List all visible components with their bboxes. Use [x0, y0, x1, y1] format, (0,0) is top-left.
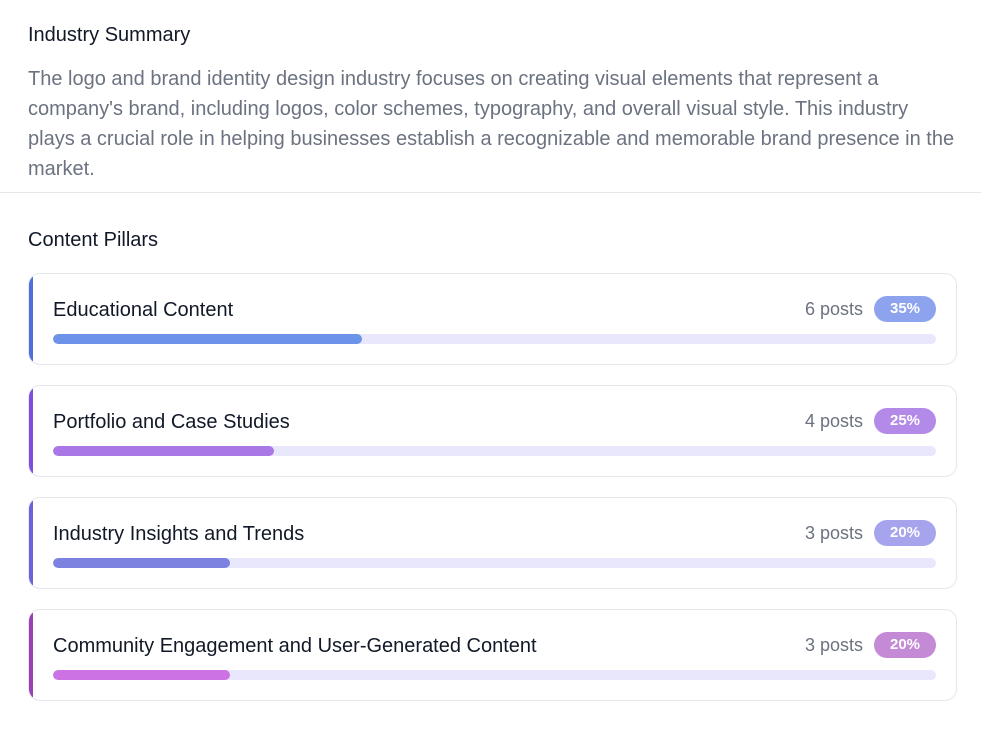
pillar-name: Portfolio and Case Studies [53, 411, 290, 433]
pillar-meta: 6 posts 35% [805, 296, 936, 322]
pillar-name: Educational Content [53, 299, 234, 321]
pillar-card-industry-insights-trends: Industry Insights and Trends 3 posts 20% [28, 497, 957, 589]
industry-summary-text: The logo and brand identity design indus… [28, 68, 955, 180]
pillar-meta: 3 posts 20% [805, 632, 936, 658]
pillar-name: Industry Insights and Trends [53, 523, 305, 545]
progress-fill [53, 334, 363, 344]
progress-track [53, 558, 936, 568]
percent-badge: 20% [874, 632, 936, 658]
content-pillars-section: Content Pillars Educational Content 6 po… [0, 193, 981, 701]
pillar-card-portfolio-case-studies: Portfolio and Case Studies 4 posts 25% [28, 385, 957, 477]
industry-summary-title: Industry Summary [28, 24, 191, 46]
industry-summary-section: Industry Summary The logo and brand iden… [0, 0, 981, 193]
pillar-meta: 4 posts 25% [805, 408, 936, 434]
progress-fill [53, 558, 230, 568]
post-count: 6 posts [804, 298, 863, 319]
progress-fill [53, 446, 274, 456]
pillar-card-community-engagement: Community Engagement and User-Generated … [28, 609, 957, 701]
post-count: 3 posts [804, 522, 863, 543]
pillar-accent-bar [29, 386, 33, 476]
pillar-accent-bar [29, 274, 33, 364]
percent-badge: 20% [874, 520, 936, 546]
pillar-accent-bar [29, 610, 33, 700]
pillar-card-educational-content: Educational Content 6 posts 35% [28, 273, 957, 365]
progress-track [53, 334, 936, 344]
pillar-name: Community Engagement and User-Generated … [53, 635, 537, 657]
post-count: 4 posts [804, 410, 863, 431]
pillar-list: Educational Content 6 posts 35% Portfoli… [28, 273, 957, 701]
post-count: 3 posts [804, 634, 863, 655]
progress-track [53, 670, 936, 680]
content-pillars-title: Content Pillars [28, 229, 159, 251]
percent-badge: 35% [874, 296, 936, 322]
progress-track [53, 446, 936, 456]
pillar-meta: 3 posts 20% [805, 520, 936, 546]
pillar-accent-bar [29, 498, 33, 588]
progress-fill [53, 670, 230, 680]
percent-badge: 25% [874, 408, 936, 434]
